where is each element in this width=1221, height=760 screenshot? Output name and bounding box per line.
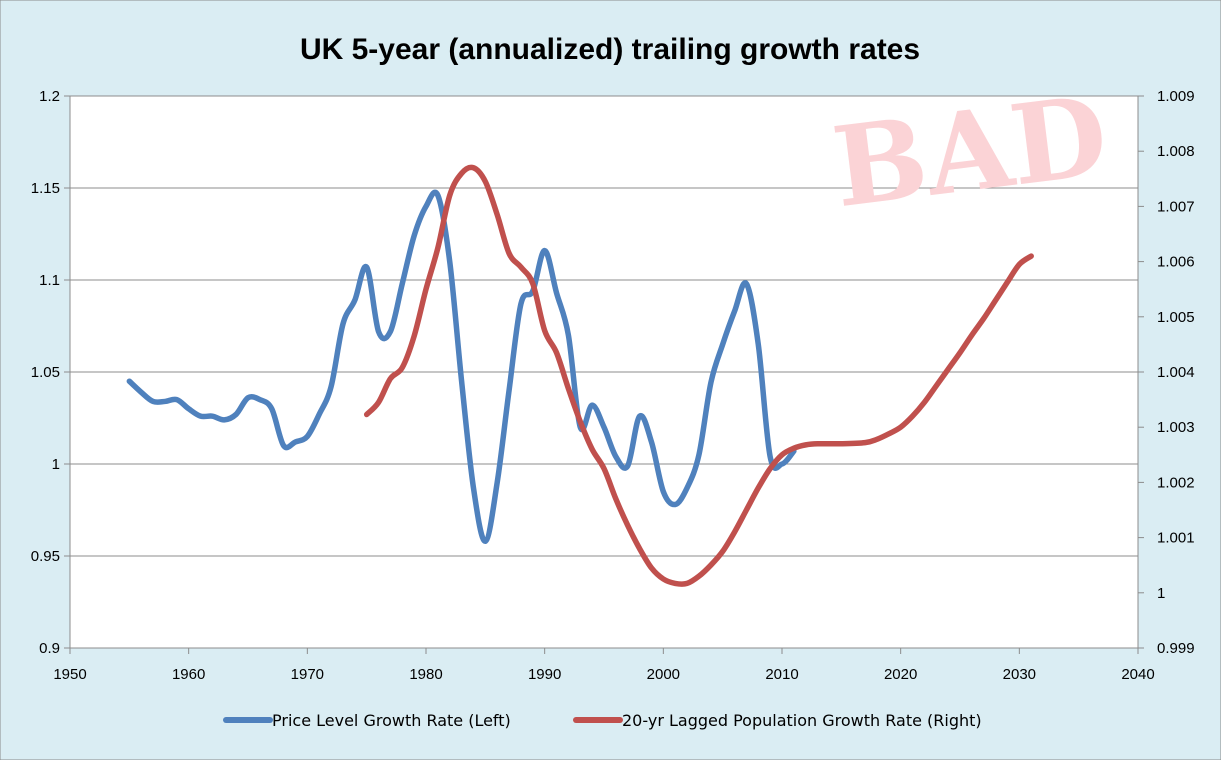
y-right-tick-label: 1.006 <box>1157 254 1195 271</box>
y-right-tick-label: 1 <box>1157 585 1165 602</box>
y-right-tick-label: 1.004 <box>1157 364 1195 381</box>
legend: Price Level Growth Rate (Left) 20-yr Lag… <box>223 711 982 730</box>
x-tick-label: 1970 <box>291 666 324 683</box>
y-right-tick-label: 1.009 <box>1157 88 1195 105</box>
series-line-population <box>363 164 1034 587</box>
x-tick-label: 1980 <box>409 666 442 683</box>
x-tick-label: 1960 <box>172 666 205 683</box>
y-right-tick-label: 1.005 <box>1157 309 1195 326</box>
series-line-price-level <box>126 189 797 545</box>
legend-label-price: Price Level Growth Rate (Left) <box>272 711 511 730</box>
x-tick-label: 2040 <box>1121 666 1154 683</box>
y-left-tick-label: 1.1 <box>39 272 60 289</box>
y-left-tick-label: 0.95 <box>31 548 60 565</box>
x-tick-label: 1950 <box>53 666 86 683</box>
y-right-tick-label: 1.008 <box>1157 143 1195 160</box>
axes: 0.9 0.95 1 1.05 1.1 1.15 1.2 0.999 1 1.001 1.002 1.… <box>31 88 1195 683</box>
x-tick-label: 2020 <box>884 666 917 683</box>
x-tick-label: 2030 <box>1003 666 1036 683</box>
y-right-tick-label: 1.007 <box>1157 198 1195 215</box>
y-left-tick-label: 1.15 <box>31 180 60 197</box>
y-right-tick-label: 1.003 <box>1157 419 1195 436</box>
x-tick-label: 1990 <box>528 666 561 683</box>
y-left-tick-label: 1.2 <box>39 88 60 105</box>
y-left-tick-label: 0.9 <box>39 640 60 657</box>
legend-label-population: 20-yr Lagged Population Growth Rate (Rig… <box>622 711 982 730</box>
x-tick-label: 2010 <box>765 666 798 683</box>
series-lines <box>126 164 1034 587</box>
y-left-tick-label: 1 <box>52 456 60 473</box>
y-left-tick-label: 1.05 <box>31 364 60 381</box>
y-right-tick-label: 0.999 <box>1157 640 1195 657</box>
chart-title: UK 5-year (annualized) trailing growth r… <box>300 33 920 66</box>
x-tick-label: 2000 <box>647 666 680 683</box>
y-right-tick-label: 1.002 <box>1157 474 1195 491</box>
y-right-tick-label: 1.001 <box>1157 530 1195 547</box>
